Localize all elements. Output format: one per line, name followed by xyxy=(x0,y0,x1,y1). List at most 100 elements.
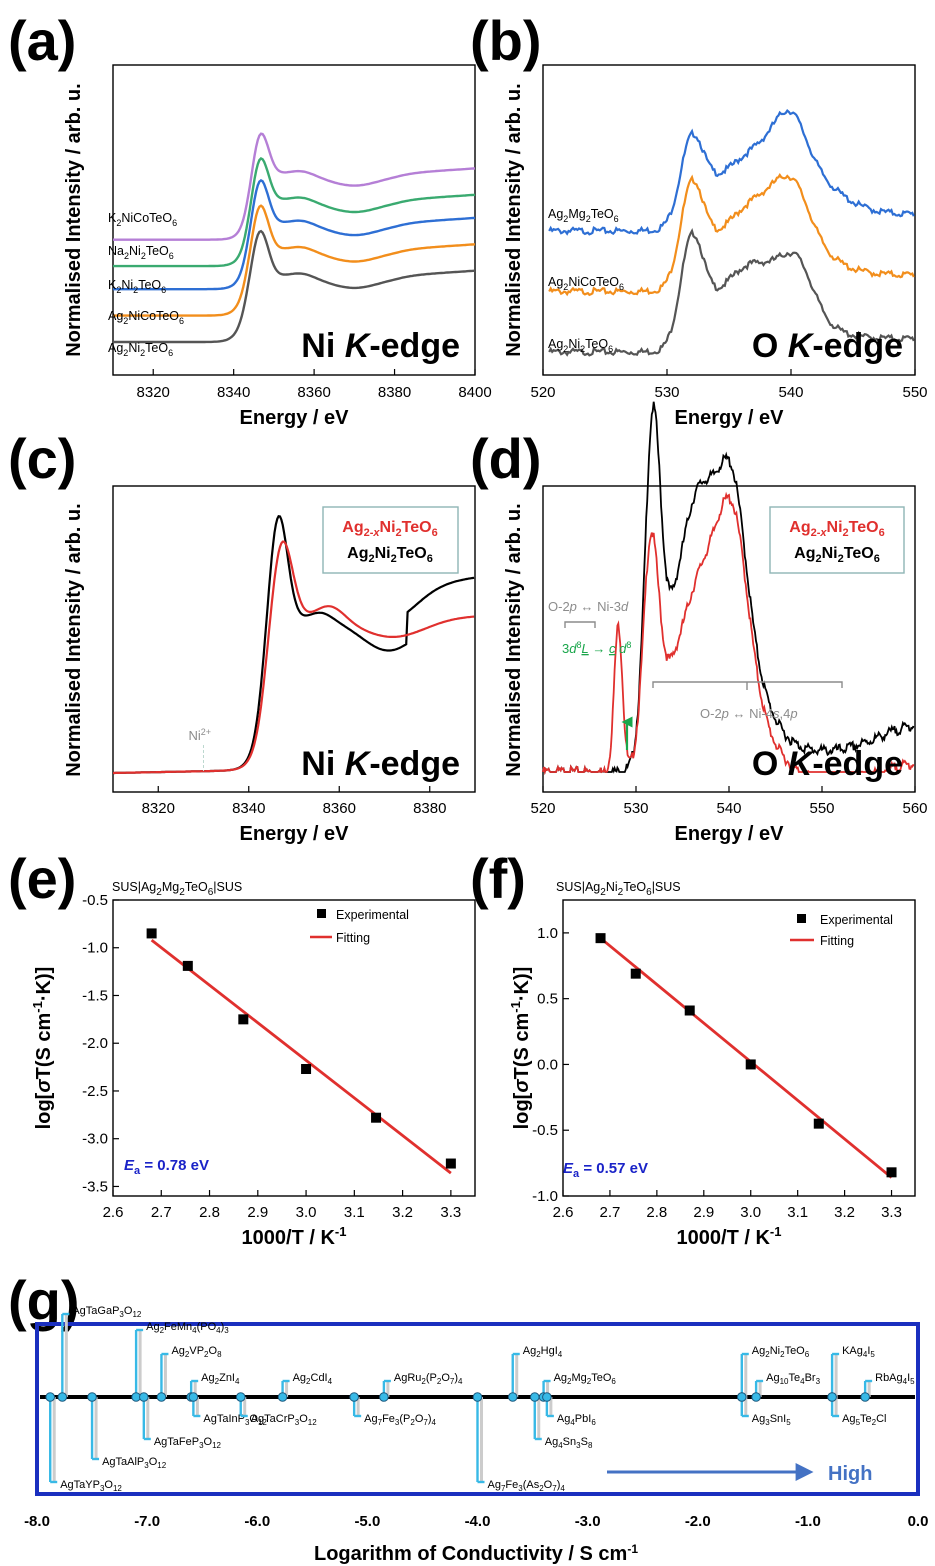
g-marker-point xyxy=(349,1392,359,1402)
g-material-label: Ag4Sn3S8 xyxy=(545,1436,593,1450)
f-ytick-label: -1.0 xyxy=(532,1188,558,1205)
c-ni2-label: Ni2+ xyxy=(189,727,212,743)
g-marker-point xyxy=(379,1392,389,1402)
e-fit-line xyxy=(150,938,452,1175)
d-anno-transition: 3d8L → c d8 xyxy=(562,640,631,656)
b-xtick-label: 530 xyxy=(654,384,679,401)
g-xtick-label: -7.0 xyxy=(134,1513,160,1530)
c-legend xyxy=(322,506,459,574)
g-marker-point xyxy=(827,1392,837,1402)
g-marker-point xyxy=(751,1392,761,1402)
d-bracket-3d xyxy=(564,621,596,628)
f-point xyxy=(630,968,641,979)
g-xtick-label: 0.0 xyxy=(908,1513,929,1530)
g-material-label: KAg4I5 xyxy=(842,1345,875,1359)
e-point xyxy=(301,1064,312,1075)
g-material-label: Ag10Te4Br3 xyxy=(766,1372,820,1386)
f-xtick-label: 2.6 xyxy=(553,1204,574,1221)
g-material-label: Ag7Fe3(P2O7)4 xyxy=(364,1413,436,1427)
g-marker-point xyxy=(139,1392,149,1402)
e-ytick-label: -2.5 xyxy=(82,1083,108,1100)
g-marker-point xyxy=(737,1392,747,1402)
d-legend xyxy=(769,506,905,574)
g-marker-point xyxy=(860,1392,870,1402)
g-material-label: Ag7Fe3(As2O7)4 xyxy=(488,1479,566,1493)
g-material-marker: Ag4PbI6 xyxy=(542,1392,596,1427)
d-anno-3d: O-2p ↔ Ni-3d xyxy=(548,599,629,614)
g-high-label: High xyxy=(828,1463,872,1485)
e-xtick-label: 2.9 xyxy=(247,1204,268,1221)
panel-c-chart: 8320 8340 8360 8380 Ni2+ Ag2-xNi2TeO6 Ag2Ni… xyxy=(63,485,476,845)
b-series-label: Ag2Ni2TeO6 xyxy=(548,337,613,354)
f-xtick-label: 2.7 xyxy=(600,1204,621,1221)
f-ytick-label: 0.5 xyxy=(537,991,558,1008)
f-point xyxy=(595,933,606,944)
b-xtick-label: 540 xyxy=(778,384,803,401)
f-fit-line xyxy=(599,937,893,1179)
a-series-line xyxy=(113,132,476,241)
a-ylabel: Normalised Intensity / arb. u. xyxy=(63,83,85,356)
g-material-marker: Ag3SnI5 xyxy=(737,1392,791,1427)
g-xtick-label: -6.0 xyxy=(244,1513,270,1530)
d-edge-label: O K-edge xyxy=(752,745,903,783)
d-legend-black: Ag2Ni2TeO6 xyxy=(794,545,880,565)
g-material-marker: AgRu2(P2O7)4 xyxy=(379,1372,463,1402)
g-material-marker: Ag5Te2Cl xyxy=(827,1392,886,1427)
e-ylabel: log[σT(S cm-1·K)] xyxy=(30,967,55,1130)
g-material-label: Ag2VP2O8 xyxy=(171,1345,222,1359)
panel-f-chart: SUS|Ag2Ni2TeO6|SUS 2.6 2.7 2.8 2.9 3.0 3.1 3.2… xyxy=(508,880,916,1249)
f-ytick-label: 1.0 xyxy=(537,925,558,942)
g-material-label: Ag2Ni2TeO6 xyxy=(752,1345,810,1359)
f-ytick-label: 0.0 xyxy=(537,1056,558,1073)
g-material-marker: AgTaFeP3O12 xyxy=(139,1392,222,1450)
b-series-label: Ag2Mg2TeO6 xyxy=(548,207,619,224)
a-xtick-label: 8380 xyxy=(378,384,411,401)
e-point xyxy=(146,928,157,939)
a-xlabel: Energy / eV xyxy=(240,407,350,429)
panel-label-a: (a) xyxy=(8,9,76,72)
e-point xyxy=(182,960,193,971)
b-series-line xyxy=(548,108,915,236)
g-material-marker: AgTaInP3O12 xyxy=(188,1392,267,1427)
g-material-label: AgTaInP3O12 xyxy=(203,1413,267,1427)
panel-label-d: (d) xyxy=(470,427,542,490)
a-series-label: K2NiCoTeO6 xyxy=(108,211,177,228)
g-material-marker: Ag2Ni2TeO6 xyxy=(737,1345,810,1402)
e-legend-marker xyxy=(317,909,326,918)
g-material-marker: Ag2HgI4 xyxy=(507,1345,563,1402)
g-material-label: AgTaFeP3O12 xyxy=(154,1436,222,1450)
panel-a-chart: 8320 8340 8360 8380 8400 Ag2Ni2TeO6 Ag2NiCoTe… xyxy=(63,64,492,429)
b-edge-label: O K-edge xyxy=(752,327,903,365)
d-xtick-label: 530 xyxy=(623,800,648,817)
e-point xyxy=(371,1112,382,1123)
f-xtick-label: 3.2 xyxy=(834,1204,855,1221)
c-xlabel: Energy / eV xyxy=(240,823,350,845)
e-title: SUS|Ag2Mg2TeO6|SUS xyxy=(112,880,242,898)
e-legend-exp: Experimental xyxy=(336,908,409,922)
panel-label-f: (f) xyxy=(470,847,526,910)
g-xtick-label: -5.0 xyxy=(354,1513,380,1530)
d-bracket-4sp xyxy=(652,681,843,690)
g-material-marker: AgTaGaP3O12 xyxy=(57,1305,142,1402)
c-legend-red: Ag2-xNi2TeO6 xyxy=(342,519,437,539)
e-xtick-label: 3.2 xyxy=(392,1204,413,1221)
c-legend-black: Ag2Ni2TeO6 xyxy=(347,545,433,565)
g-material-label: Ag2CdI4 xyxy=(293,1372,333,1386)
f-point xyxy=(813,1118,824,1129)
g-marker-point xyxy=(188,1392,199,1402)
a-series-line xyxy=(113,229,476,344)
g-material-label: Ag2FeMn4(PO4)3 xyxy=(146,1321,229,1335)
panel-e-chart: SUS|Ag2Mg2TeO6|SUS 2.6 2.7 2.8 2.9 3.0 3.1 3.2… xyxy=(30,880,476,1249)
f-ylabel: log[σT(S cm-1·K)] xyxy=(508,967,533,1130)
a-series-label: K2Ni2TeO6 xyxy=(108,278,166,295)
g-xtick-label: -1.0 xyxy=(795,1513,821,1530)
f-xlabel: 1000/T / K-1 xyxy=(677,1224,782,1249)
g-material-label: RbAg4I5 xyxy=(875,1372,915,1386)
g-marker-point xyxy=(507,1392,518,1402)
a-series-label: Na2Ni2TeO6 xyxy=(108,244,174,261)
e-ytick-label: -3.5 xyxy=(82,1178,108,1195)
g-material-label: Ag2Mg2TeO6 xyxy=(554,1372,617,1386)
g-material-label: AgTaAlP3O12 xyxy=(102,1456,167,1470)
b-series-line xyxy=(548,227,915,357)
